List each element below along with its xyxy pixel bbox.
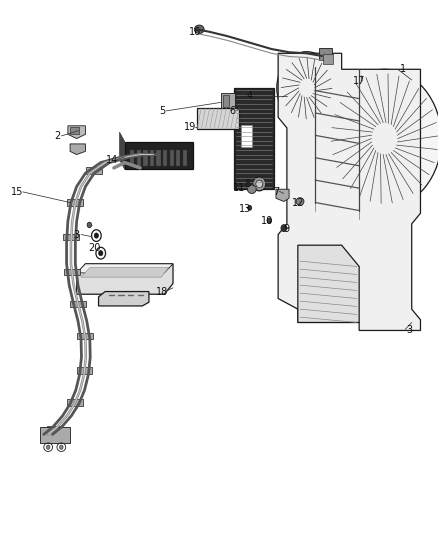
Bar [64,234,79,240]
Bar [163,150,167,166]
Text: 9: 9 [284,224,290,234]
Bar [67,199,83,206]
Bar [125,142,193,169]
Bar [67,399,83,406]
Polygon shape [68,126,85,139]
Ellipse shape [247,185,256,193]
Text: 12: 12 [292,198,304,207]
Text: 14: 14 [106,155,118,165]
Bar [47,426,63,432]
Polygon shape [276,189,289,201]
Text: 16: 16 [189,27,201,37]
Ellipse shape [194,25,204,34]
Bar [64,269,80,275]
Text: 10: 10 [261,216,273,226]
Bar [86,167,102,174]
Text: 13: 13 [239,204,251,214]
Text: 7: 7 [273,187,279,197]
Polygon shape [120,132,125,169]
Bar [197,108,239,129]
Ellipse shape [94,233,99,238]
Bar [70,301,86,307]
Text: 3: 3 [74,230,80,239]
Bar [77,367,92,374]
Ellipse shape [296,198,304,205]
Ellipse shape [253,177,266,191]
Bar [221,93,235,108]
Bar [143,150,148,166]
Ellipse shape [60,445,63,449]
Ellipse shape [301,81,312,95]
Ellipse shape [99,251,103,256]
Text: 5: 5 [159,106,165,116]
Text: 1: 1 [400,64,406,74]
Ellipse shape [328,69,438,208]
Text: 6: 6 [229,106,235,116]
Ellipse shape [46,445,50,449]
Polygon shape [278,53,420,330]
Ellipse shape [277,52,336,124]
Text: 15: 15 [11,187,24,197]
Bar [176,150,180,166]
Polygon shape [99,292,149,306]
Polygon shape [77,264,173,294]
Bar [40,427,70,443]
Bar [223,95,229,107]
Text: 17: 17 [353,76,365,86]
Bar [137,150,141,166]
Ellipse shape [87,222,92,228]
Polygon shape [298,245,359,322]
Ellipse shape [281,225,287,231]
Text: 4: 4 [247,91,253,101]
Bar [77,333,93,339]
Ellipse shape [256,180,263,188]
Bar [156,150,161,166]
Ellipse shape [267,218,272,223]
Bar [130,150,134,166]
Bar [241,125,252,147]
Ellipse shape [247,205,251,211]
Bar [183,150,187,166]
Polygon shape [70,144,85,155]
Text: 3: 3 [406,326,413,335]
Bar [323,54,333,64]
Bar [70,127,79,134]
Polygon shape [77,264,173,273]
Bar [234,88,274,189]
Text: 2: 2 [54,131,60,141]
Text: 19: 19 [184,122,197,132]
Bar [170,150,174,166]
Text: 8: 8 [244,179,251,189]
Bar [150,150,154,166]
Text: 18: 18 [156,287,168,297]
Bar [319,48,332,60]
Ellipse shape [374,125,396,152]
Polygon shape [81,268,169,277]
Text: 20: 20 [88,243,100,253]
Text: 11: 11 [233,183,245,192]
